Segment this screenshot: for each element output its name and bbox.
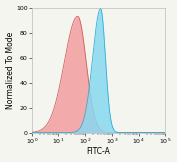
Y-axis label: Normalized To Mode: Normalized To Mode xyxy=(5,31,15,109)
X-axis label: FITC-A: FITC-A xyxy=(87,147,110,156)
